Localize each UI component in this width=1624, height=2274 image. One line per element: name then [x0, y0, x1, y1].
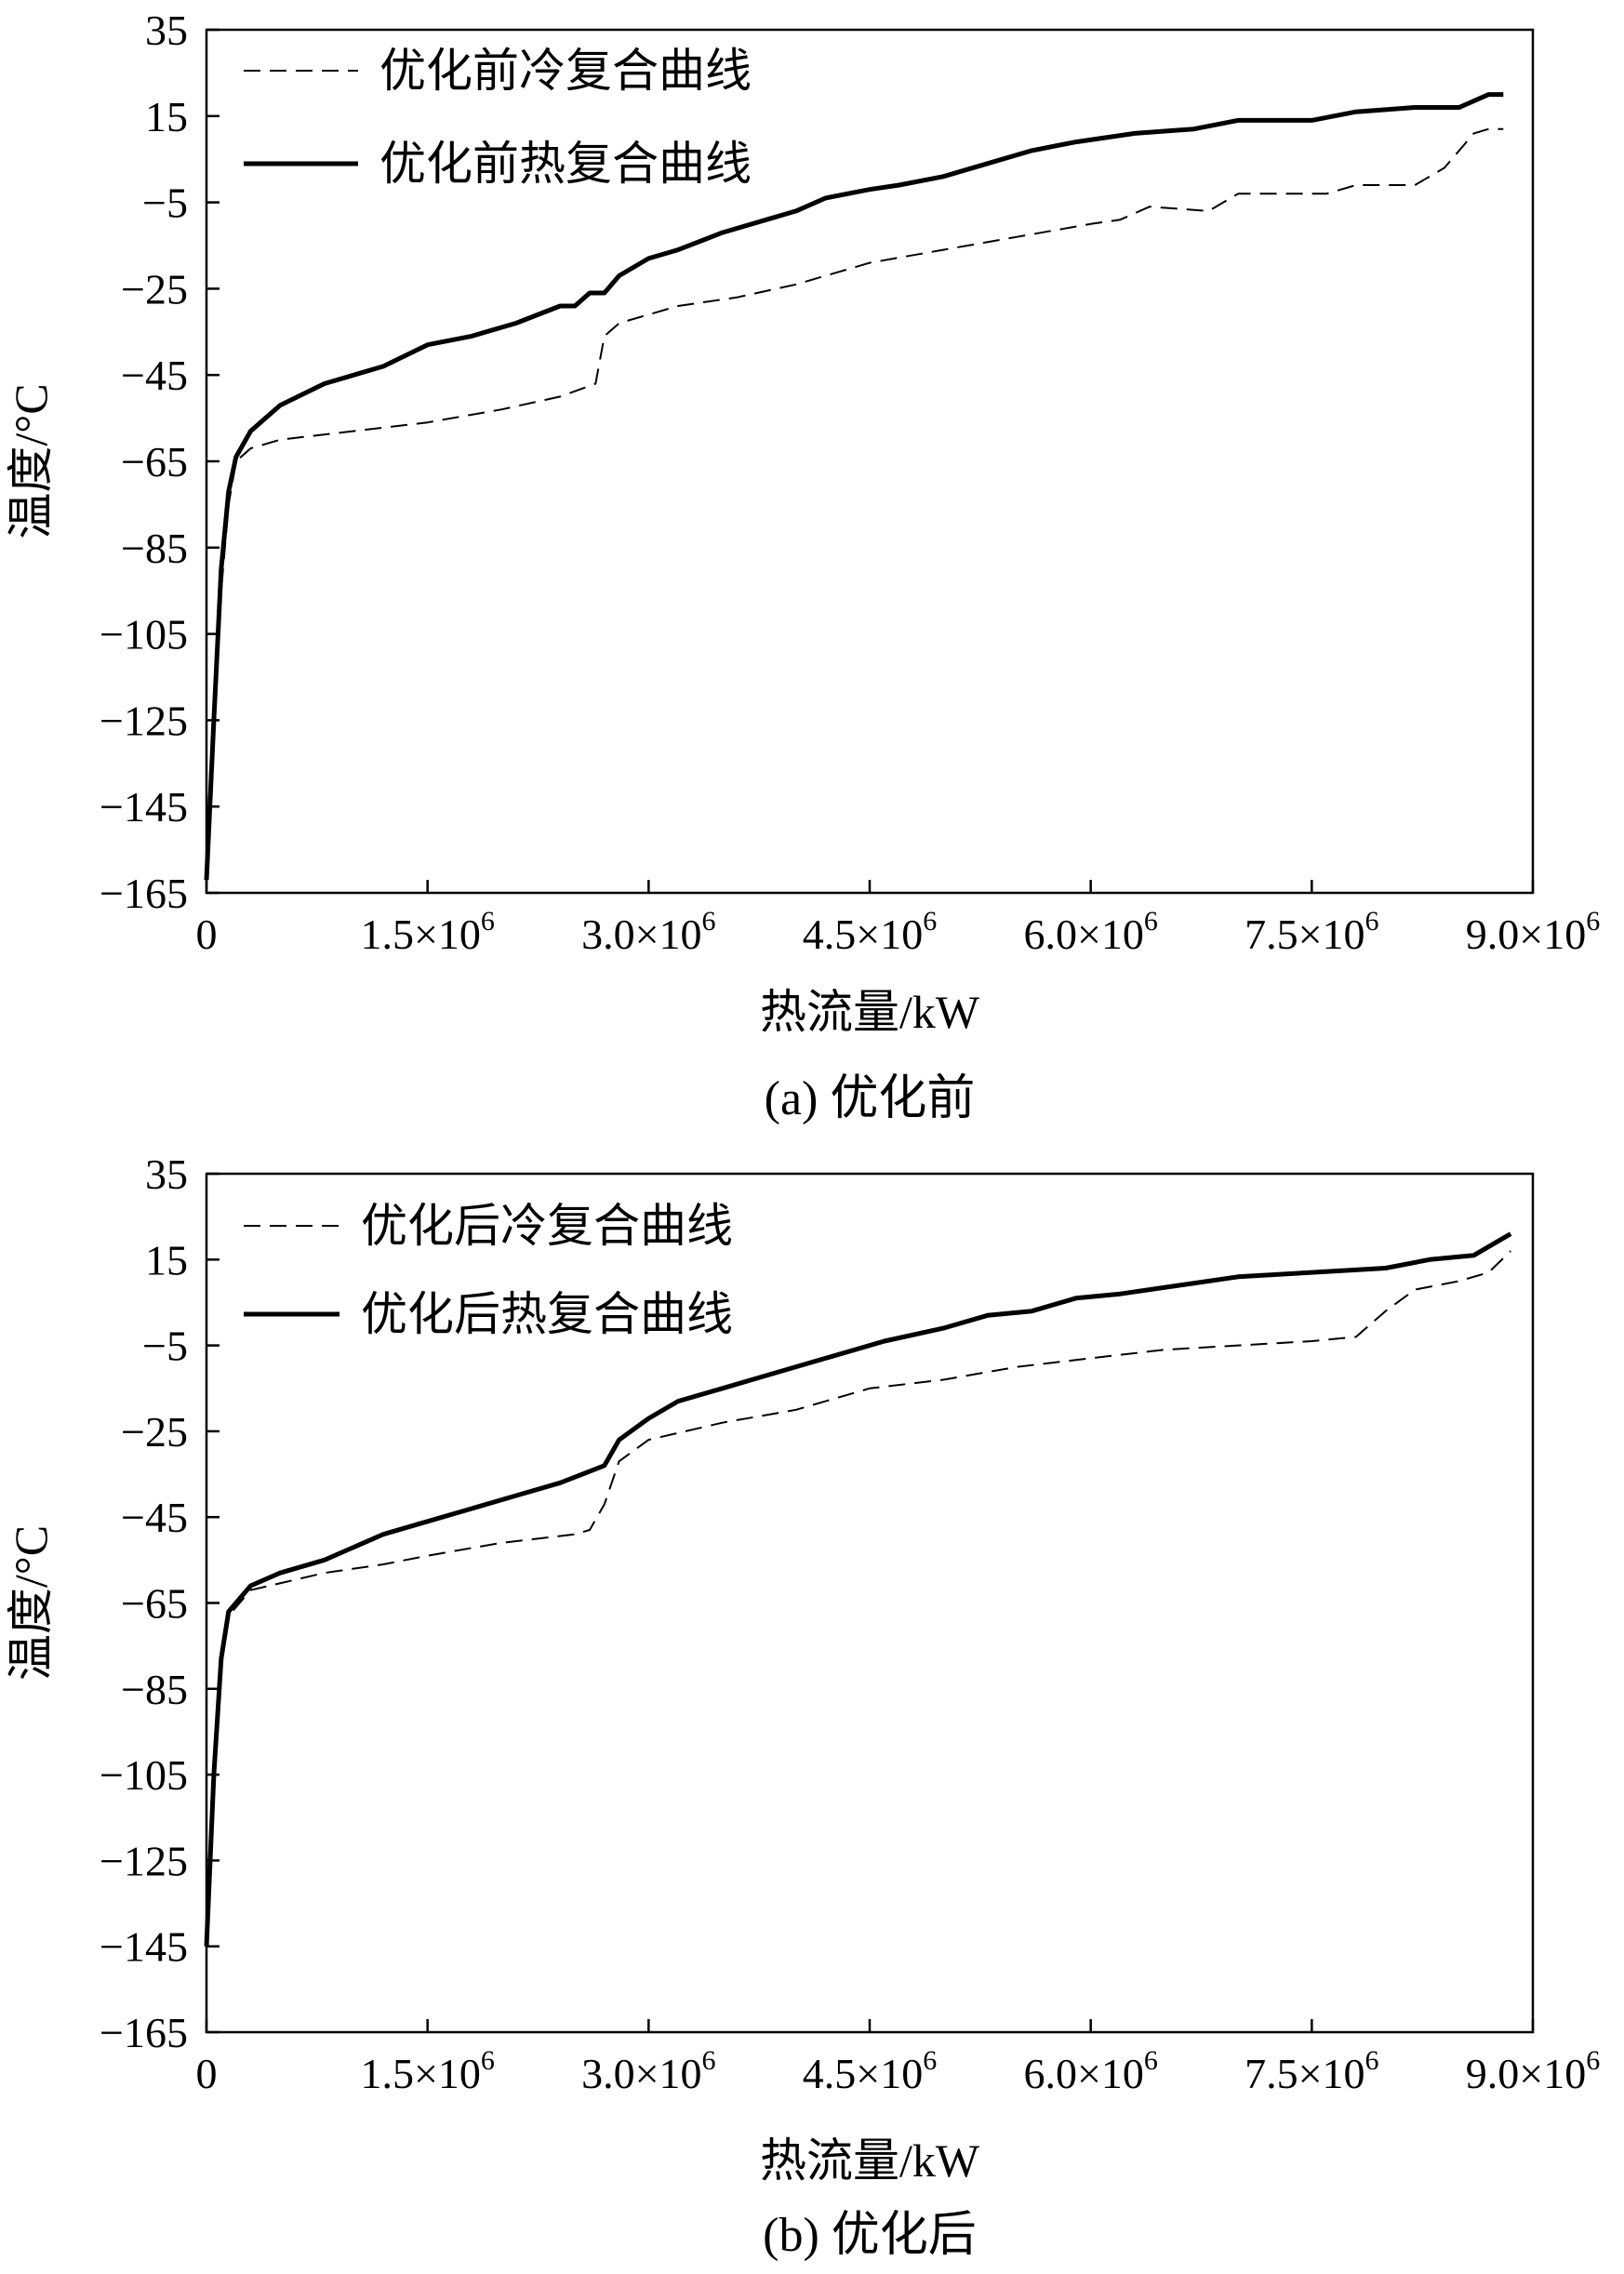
chart-b-xtick-label: 4.5×106 — [803, 2045, 937, 2097]
chart-a-xtick-label: 7.5×106 — [1245, 906, 1378, 958]
chart-b-ytick-label: −25 — [121, 1408, 188, 1456]
chart-a-y-axis-label: 温度/°C — [5, 383, 57, 539]
chart-b-ytick-label: −105 — [100, 1751, 188, 1799]
chart-a-series-cold-line — [206, 127, 1504, 871]
chart-b-y-axis-label: 温度/°C — [5, 1525, 57, 1681]
chart-a-ytick-label: −45 — [121, 352, 188, 399]
chart-a-xtick-label: 1.5×106 — [360, 906, 494, 958]
chart-b-ytick-label: −165 — [100, 2009, 188, 2056]
chart-b-ytick-label: 15 — [145, 1236, 188, 1283]
chart-b-ytick-label: −5 — [142, 1323, 188, 1370]
chart-b-legend-label: 优化后热复合曲线 — [361, 1288, 733, 1340]
chart-a-caption: (a) 优化前 — [765, 1072, 976, 1125]
chart-a-ytick-label: −65 — [121, 438, 188, 485]
chart-b-xtick-label: 0 — [196, 2050, 218, 2097]
chart-a-xtick-label: 9.0×106 — [1466, 906, 1600, 958]
chart-b-ytick-label: 35 — [145, 1150, 188, 1198]
chart-a-ytick-label: −165 — [100, 870, 188, 917]
chart-b-ytick-label: −45 — [121, 1494, 188, 1541]
chart-b-xtick-label: 6.0×106 — [1023, 2045, 1157, 2097]
chart-b-x-axis-label: 热流量/kW — [760, 2134, 980, 2187]
chart-a-ytick-label: −105 — [100, 611, 188, 658]
chart-a-ytick-label: −145 — [100, 783, 188, 831]
chart-b-series-hot-line — [204, 1231, 1512, 1947]
chart-b-ytick-label: −125 — [100, 1837, 188, 1884]
chart-b-caption: (b) 优化后 — [763, 2209, 977, 2262]
chart-a-ytick-label: −5 — [142, 180, 188, 227]
chart-a-ytick-label: −125 — [100, 697, 188, 744]
chart-a-ytick-label: 35 — [145, 7, 188, 54]
chart-a-x-axis-label: 热流量/kW — [760, 986, 980, 1038]
chart-a-xtick-label: 3.0×106 — [581, 906, 715, 958]
chart-a-xtick-label: 6.0×106 — [1023, 906, 1157, 958]
chart-a-series-hot-line — [204, 92, 1504, 881]
chart-b-xtick-label: 1.5×106 — [360, 2045, 494, 2097]
chart-b-series-cold-line — [206, 1250, 1511, 1947]
chart-b-legend-label: 优化后冷复合曲线 — [361, 1200, 733, 1252]
chart-a-legend-label: 优化前冷复合曲线 — [379, 45, 752, 97]
chart-a-ytick-label: −85 — [121, 525, 188, 572]
chart-a-legend-label: 优化前热复合曲线 — [379, 138, 752, 190]
chart-a-xtick-label: 0 — [196, 911, 218, 958]
chart-a-xtick-label: 4.5×106 — [803, 906, 937, 958]
chart-b-ytick-label: −85 — [121, 1666, 188, 1713]
chart-a-ytick-label: 15 — [145, 93, 188, 140]
chart-a-ytick-label: −25 — [121, 265, 188, 313]
chart-b-xtick-label: 7.5×106 — [1245, 2045, 1378, 2097]
chart-b-ytick-label: −65 — [121, 1580, 188, 1628]
chart-b-ytick-label: −145 — [100, 1923, 188, 1971]
chart-b-xtick-label: 3.0×106 — [581, 2045, 715, 2097]
chart-b-xtick-label: 9.0×106 — [1466, 2045, 1600, 2097]
